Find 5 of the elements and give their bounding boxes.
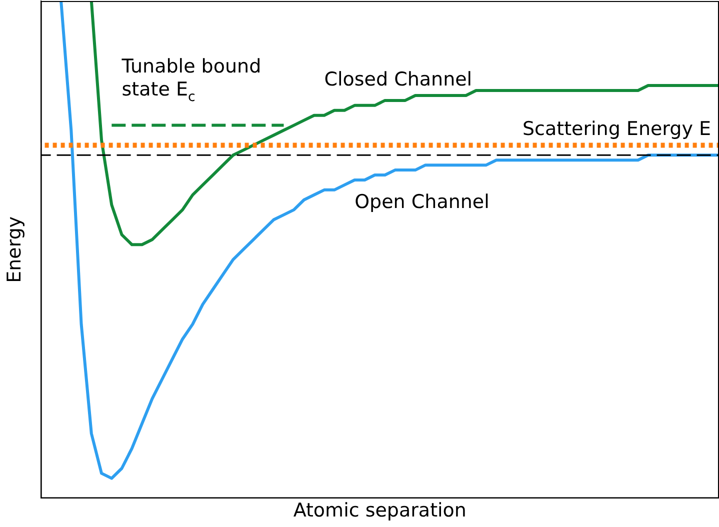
series-label: Open Channel [354,190,490,213]
series-label: Closed Channel [324,68,472,90]
y-axis-title: Energy [3,216,26,283]
ref-line-label: Scattering Energy E [522,118,712,140]
x-axis-title: Atomic separation [293,500,466,522]
